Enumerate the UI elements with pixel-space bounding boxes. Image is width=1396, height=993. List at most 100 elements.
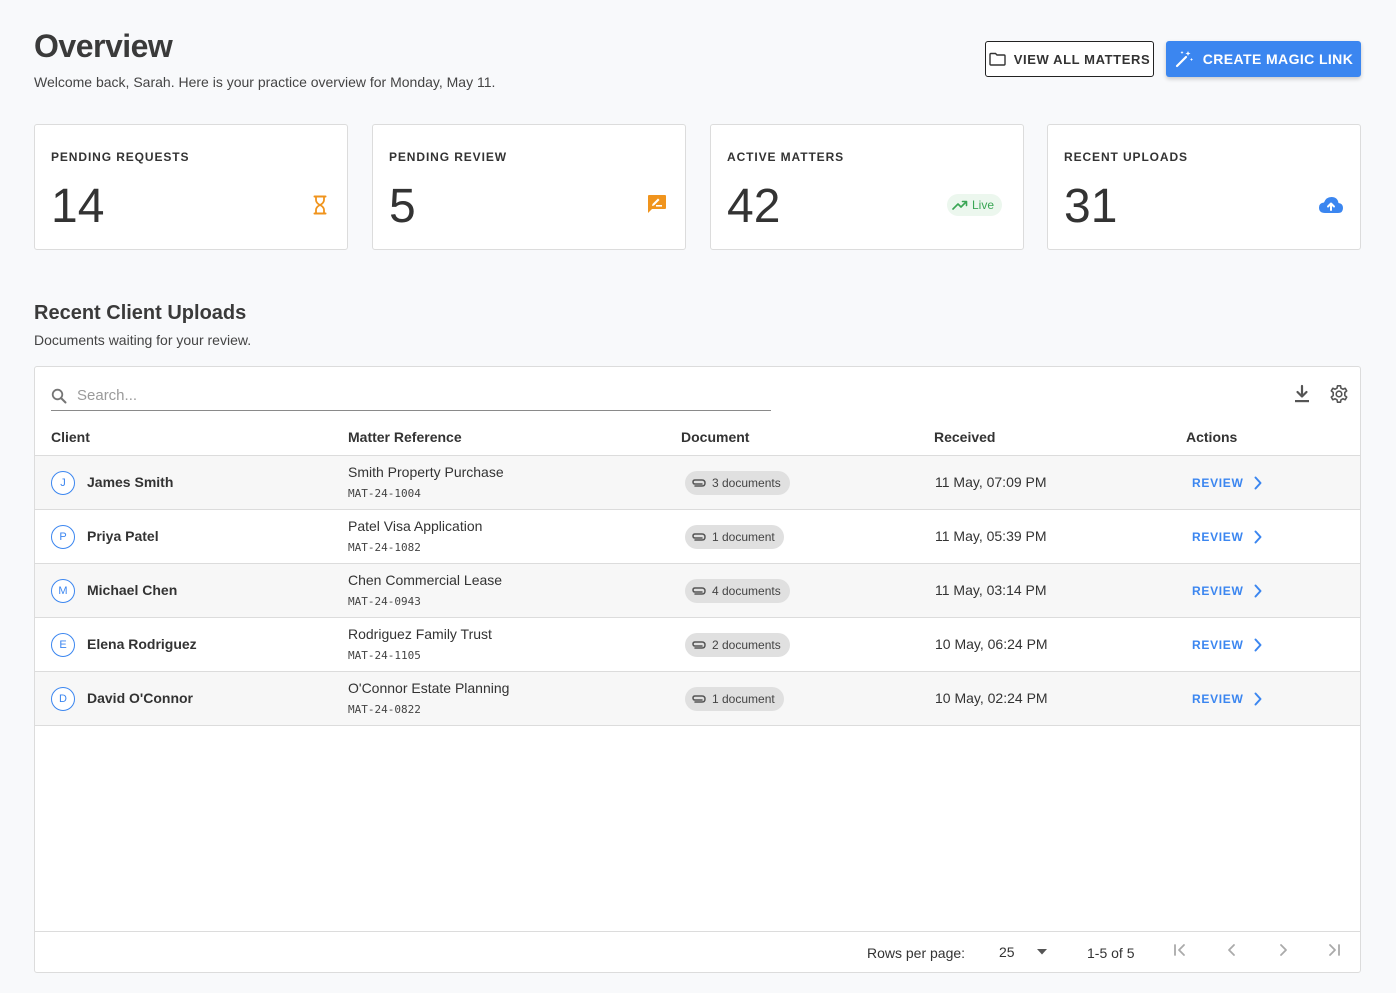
- rate-review-icon: [648, 195, 666, 213]
- section-subtitle: Documents waiting for your review.: [34, 332, 252, 348]
- review-button[interactable]: REVIEW: [1186, 470, 1268, 496]
- create-magic-link-label: CREATE MAGIC LINK: [1202, 51, 1354, 67]
- received-timestamp: 11 May, 07:09 PM: [935, 474, 1047, 490]
- attachment-icon: [692, 533, 706, 541]
- review-button[interactable]: REVIEW: [1186, 632, 1268, 658]
- column-header-actions: Actions: [1186, 429, 1238, 445]
- page-title: Overview: [34, 28, 173, 64]
- settings-gear-icon[interactable]: [1329, 384, 1349, 404]
- rows-per-page-select[interactable]: 25: [999, 940, 1059, 964]
- table-row[interactable]: D David O'Connor O'Connor Estate Plannin…: [35, 672, 1360, 726]
- search-icon: [51, 388, 67, 403]
- received-timestamp: 11 May, 05:39 PM: [935, 528, 1047, 544]
- review-label: REVIEW: [1192, 530, 1244, 544]
- matter-reference: MAT-24-0943: [348, 595, 421, 608]
- avatar: P: [51, 525, 75, 549]
- stat-value: 5: [389, 180, 416, 233]
- live-badge: Live: [946, 194, 1002, 216]
- section-title: Recent Client Uploads: [34, 302, 247, 324]
- uploads-table: Client Matter Reference Document Receive…: [34, 366, 1361, 973]
- stat-card-active-matters: ACTIVE MATTERS 42 Live: [710, 124, 1024, 250]
- stat-label: PENDING REQUESTS: [51, 150, 190, 164]
- column-header-client[interactable]: Client: [51, 429, 90, 445]
- review-label: REVIEW: [1192, 584, 1244, 598]
- stat-value: 14: [51, 180, 105, 233]
- caret-down-icon: [1036, 949, 1047, 955]
- chevron-right-icon: [1254, 692, 1262, 706]
- create-magic-link-button[interactable]: CREATE MAGIC LINK: [1166, 41, 1361, 77]
- documents-chip[interactable]: 1 document: [685, 687, 784, 711]
- column-header-matter[interactable]: Matter Reference: [348, 429, 462, 445]
- review-button[interactable]: REVIEW: [1186, 686, 1268, 712]
- client-name: Elena Rodriguez: [87, 636, 197, 652]
- matter-name: Rodriguez Family Trust: [348, 626, 492, 642]
- review-button[interactable]: REVIEW: [1186, 578, 1268, 604]
- matter-reference: MAT-24-1082: [348, 541, 421, 554]
- matter-reference: MAT-24-1004: [348, 487, 421, 500]
- avatar: E: [51, 633, 75, 657]
- header-divider: [35, 455, 1360, 456]
- matter-name: Chen Commercial Lease: [348, 572, 503, 588]
- rows-per-page-label: Rows per page:: [867, 945, 966, 961]
- magic-wand-icon: [1175, 51, 1193, 68]
- review-label: REVIEW: [1192, 638, 1244, 652]
- client-name: Michael Chen: [87, 582, 178, 598]
- documents-chip[interactable]: 3 documents: [685, 471, 790, 495]
- client-name: Priya Patel: [87, 528, 159, 544]
- received-timestamp: 10 May, 06:24 PM: [935, 636, 1048, 652]
- last-page-icon[interactable]: [1326, 942, 1342, 958]
- rows-per-page-value: 25: [999, 944, 1015, 960]
- chevron-right-icon: [1254, 638, 1262, 652]
- stat-value: 42: [727, 180, 781, 233]
- column-header-received[interactable]: Received: [934, 429, 996, 445]
- documents-chip[interactable]: 2 documents: [685, 633, 790, 657]
- next-page-icon[interactable]: [1275, 942, 1291, 958]
- table-row[interactable]: M Michael Chen Chen Commercial Lease MAT…: [35, 564, 1360, 618]
- documents-count: 1 document: [712, 530, 775, 544]
- documents-count: 4 documents: [712, 584, 781, 598]
- documents-chip[interactable]: 1 document: [685, 525, 784, 549]
- review-button[interactable]: REVIEW: [1186, 524, 1268, 550]
- folder-icon: [989, 52, 1006, 66]
- matter-name: Smith Property Purchase: [348, 464, 504, 480]
- view-all-matters-label: VIEW ALL MATTERS: [1013, 51, 1151, 67]
- stat-label: RECENT UPLOADS: [1064, 150, 1188, 164]
- documents-count: 3 documents: [712, 476, 781, 490]
- table-row[interactable]: P Priya Patel Patel Visa Application MAT…: [35, 510, 1360, 564]
- chevron-right-icon: [1254, 584, 1262, 598]
- hourglass-icon: [313, 195, 327, 215]
- page-range: 1-5 of 5: [1087, 945, 1135, 961]
- stat-label: ACTIVE MATTERS: [727, 150, 845, 164]
- attachment-icon: [692, 587, 706, 595]
- table-row[interactable]: E Elena Rodriguez Rodriguez Family Trust…: [35, 618, 1360, 672]
- matter-reference: MAT-24-1105: [348, 649, 421, 662]
- avatar: M: [51, 579, 75, 603]
- search-input[interactable]: [77, 387, 757, 404]
- footer-divider: [35, 931, 1360, 932]
- client-name: David O'Connor: [87, 690, 193, 706]
- first-page-icon[interactable]: [1172, 942, 1188, 958]
- chevron-right-icon: [1254, 476, 1262, 490]
- column-header-document[interactable]: Document: [681, 429, 750, 445]
- review-label: REVIEW: [1192, 476, 1244, 490]
- previous-page-icon[interactable]: [1224, 942, 1240, 958]
- view-all-matters-button[interactable]: VIEW ALL MATTERS: [985, 41, 1154, 77]
- live-badge-label: Live: [971, 198, 994, 212]
- attachment-icon: [692, 479, 706, 487]
- stat-card-recent-uploads: RECENT UPLOADS 31: [1047, 124, 1361, 250]
- stat-card-pending-review: PENDING REVIEW 5: [372, 124, 686, 250]
- documents-count: 1 document: [712, 692, 775, 706]
- matter-name: Patel Visa Application: [348, 518, 483, 534]
- cloud-upload-icon: [1319, 197, 1343, 213]
- table-row[interactable]: J James Smith Smith Property Purchase MA…: [35, 456, 1360, 510]
- documents-count: 2 documents: [712, 638, 781, 652]
- stat-card-pending-requests: PENDING REQUESTS 14: [34, 124, 348, 250]
- attachment-icon: [692, 695, 706, 703]
- documents-chip[interactable]: 4 documents: [685, 579, 790, 603]
- table-body: J James Smith Smith Property Purchase MA…: [35, 456, 1360, 726]
- matter-reference: MAT-24-0822: [348, 703, 421, 716]
- download-icon[interactable]: [1293, 384, 1311, 404]
- matter-name: O'Connor Estate Planning: [348, 680, 510, 696]
- received-timestamp: 11 May, 03:14 PM: [935, 582, 1047, 598]
- pagination-footer: Rows per page: 25 1-5 of 5: [35, 932, 1360, 972]
